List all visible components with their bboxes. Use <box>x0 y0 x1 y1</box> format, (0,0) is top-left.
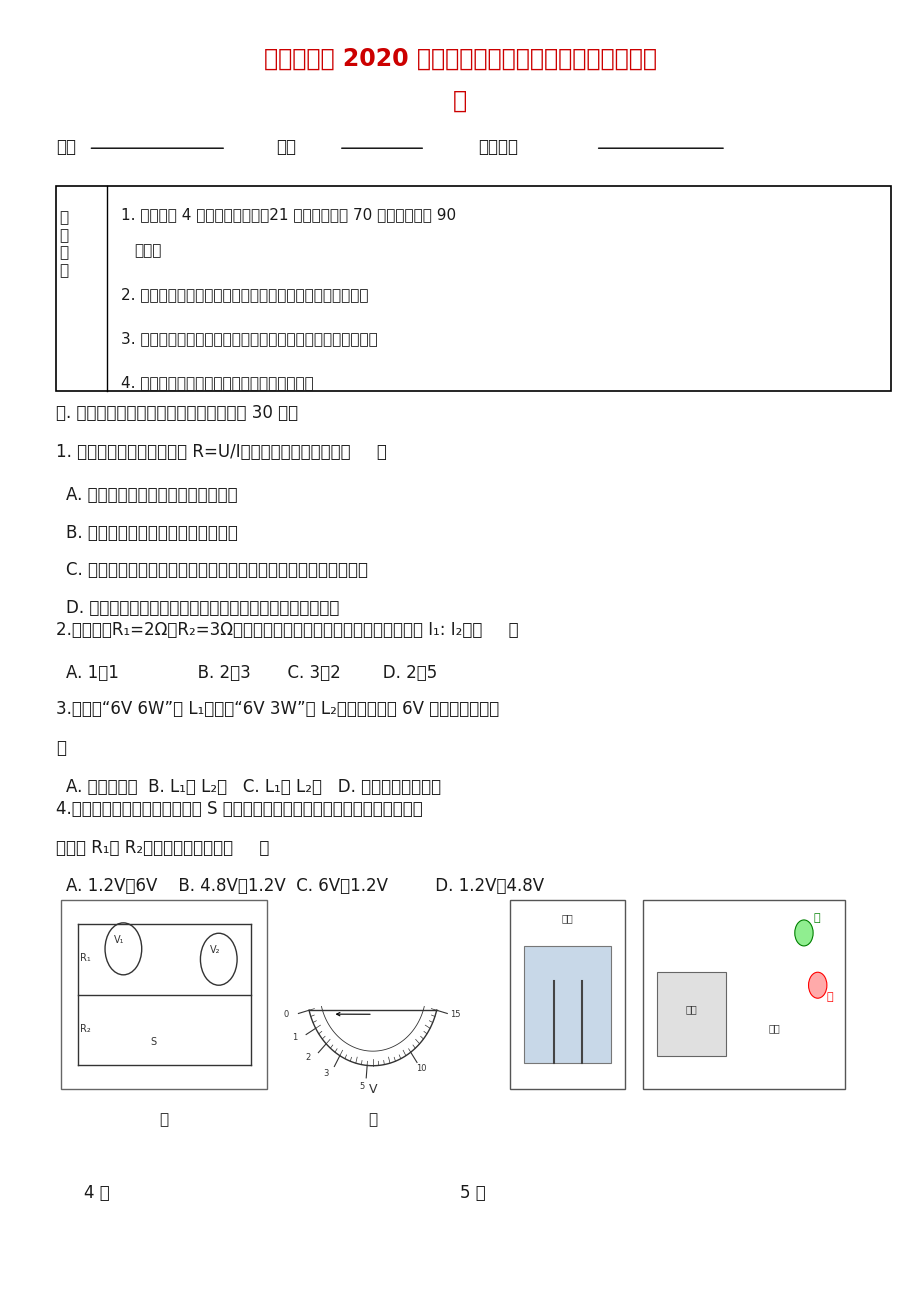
Text: V₁: V₁ <box>114 935 125 944</box>
Text: V₂: V₂ <box>210 945 220 954</box>
FancyBboxPatch shape <box>56 186 891 391</box>
Text: 乙: 乙 <box>368 1112 377 1128</box>
Text: 1. 本试卷八 4 页，八四道大题，21 个小题，满分 70 分。考试时间 90: 1. 本试卷八 4 页，八四道大题，21 个小题，满分 70 分。考试时间 90 <box>120 207 455 221</box>
Text: 3: 3 <box>323 1069 328 1078</box>
Text: 甲: 甲 <box>160 1112 168 1128</box>
Bar <box>61 901 267 1088</box>
Text: 学校: 学校 <box>56 138 76 156</box>
Text: 电源: 电源 <box>685 1004 697 1014</box>
Text: 题: 题 <box>452 89 467 112</box>
Circle shape <box>808 973 826 999</box>
Text: 1: 1 <box>291 1034 297 1042</box>
Text: 4 题: 4 题 <box>84 1184 109 1202</box>
Text: A. 导体的电阵与导体两端电压成正比: A. 导体的电阵与导体两端电压成正比 <box>65 486 237 504</box>
Text: 则电阵 R₁和 R₂两端的电压分别为（     ）: 则电阵 R₁和 R₂两端的电压分别为（ ） <box>56 840 269 858</box>
Text: 电源: 电源 <box>562 914 573 923</box>
Circle shape <box>794 921 812 947</box>
Text: 电源: 电源 <box>768 1023 779 1032</box>
Text: A. 两灯一样亮  B. L₁比 L₂亮   C. L₁比 L₂暗   D. 两灯都能正常发光: A. 两灯一样亮 B. L₁比 L₂亮 C. L₁比 L₂暗 D. 两灯都能正常… <box>65 779 440 797</box>
Text: 准考证号: 准考证号 <box>478 138 517 156</box>
Text: 10: 10 <box>415 1065 425 1073</box>
Text: 2. 在试卷和答题卡上认真填写学校名称、姓名和准考证号。: 2. 在试卷和答题卡上认真填写学校名称、姓名和准考证号。 <box>120 288 368 302</box>
Text: R₂: R₂ <box>80 1023 91 1034</box>
Text: 4. 考试结束，请将本试卷和答题卡一并交回。: 4. 考试结束，请将本试卷和答题卡一并交回。 <box>120 375 313 391</box>
Text: 0: 0 <box>283 1009 288 1018</box>
Text: D. 导体的电阵与本身的材料和属性有关，与电压、电流无关: D. 导体的电阵与本身的材料和属性有关，与电压、电流无关 <box>65 599 338 617</box>
Text: 15: 15 <box>449 1009 460 1018</box>
Bar <box>642 901 845 1088</box>
Text: 2: 2 <box>305 1053 311 1062</box>
Bar <box>656 971 725 1056</box>
Text: 1. 从欧姆定律可以导出公式 R=U/I，下列说法中正确的是（     ）: 1. 从欧姆定律可以导出公式 R=U/I，下列说法中正确的是（ ） <box>56 443 387 461</box>
Text: 4.如图甲所示，当电路中的开关 S 闭合时，两电压表的指针位置均为图乙所示，: 4.如图甲所示，当电路中的开关 S 闭合时，两电压表的指针位置均为图乙所示， <box>56 801 423 819</box>
Text: 一. 选择题（每小题只有一个正确选项，共 30 分）: 一. 选择题（每小题只有一个正确选项，共 30 分） <box>56 404 299 422</box>
Text: 3.把标有“6V 6W”的 L₁和标有“6V 3W”的 L₂两灯串连接在 6V 的电源上，则（: 3.把标有“6V 6W”的 L₁和标有“6V 3W”的 L₂两灯串连接在 6V … <box>56 700 499 719</box>
Text: 5: 5 <box>358 1082 364 1091</box>
Text: R₁: R₁ <box>80 953 91 962</box>
Text: ）: ） <box>56 740 66 758</box>
Bar <box>524 947 611 1062</box>
Text: 兴安盟地区 2020 学年度第二学期八年级物理期末会考试: 兴安盟地区 2020 学年度第二学期八年级物理期末会考试 <box>263 47 656 70</box>
Text: B. 导体的电阵与导体中的电流成反比: B. 导体的电阵与导体中的电流成反比 <box>65 523 237 542</box>
Text: 分钟。: 分钟。 <box>134 243 162 258</box>
Text: 绿: 绿 <box>812 914 819 923</box>
Text: A. 1：1               B. 2：3       C. 3：2        D. 2：5: A. 1：1 B. 2：3 C. 3：2 D. 2：5 <box>65 664 437 682</box>
Bar <box>510 901 624 1088</box>
Text: V: V <box>369 1083 377 1096</box>
Text: 姓名: 姓名 <box>277 138 296 156</box>
Text: 考
生
须
知: 考 生 须 知 <box>59 211 68 277</box>
Text: 3. 试题答案一律填涂或书写在答题卡上，在试卷上作答无效。: 3. 试题答案一律填涂或书写在答题卡上，在试卷上作答无效。 <box>120 332 377 346</box>
Text: A. 1.2V，6V    B. 4.8V，1.2V  C. 6V，1.2V         D. 1.2V，4.8V: A. 1.2V，6V B. 4.8V，1.2V C. 6V，1.2V D. 1.… <box>65 878 543 894</box>
Text: S: S <box>151 1036 156 1047</box>
Text: C. 导体的电阵与导体两端的电压成正比，又与导体中的电流成反比: C. 导体的电阵与导体两端的电压成正比，又与导体中的电流成反比 <box>65 561 368 579</box>
Text: 5 题: 5 题 <box>460 1184 485 1202</box>
Text: 2.两个电阵R₁=2Ω，R₂=3Ω，串联后接入电路中，流过它们的电流之比 I₁: I₂为（     ）: 2.两个电阵R₁=2Ω，R₂=3Ω，串联后接入电路中，流过它们的电流之比 I₁:… <box>56 621 518 639</box>
Text: 红: 红 <box>826 992 833 1001</box>
